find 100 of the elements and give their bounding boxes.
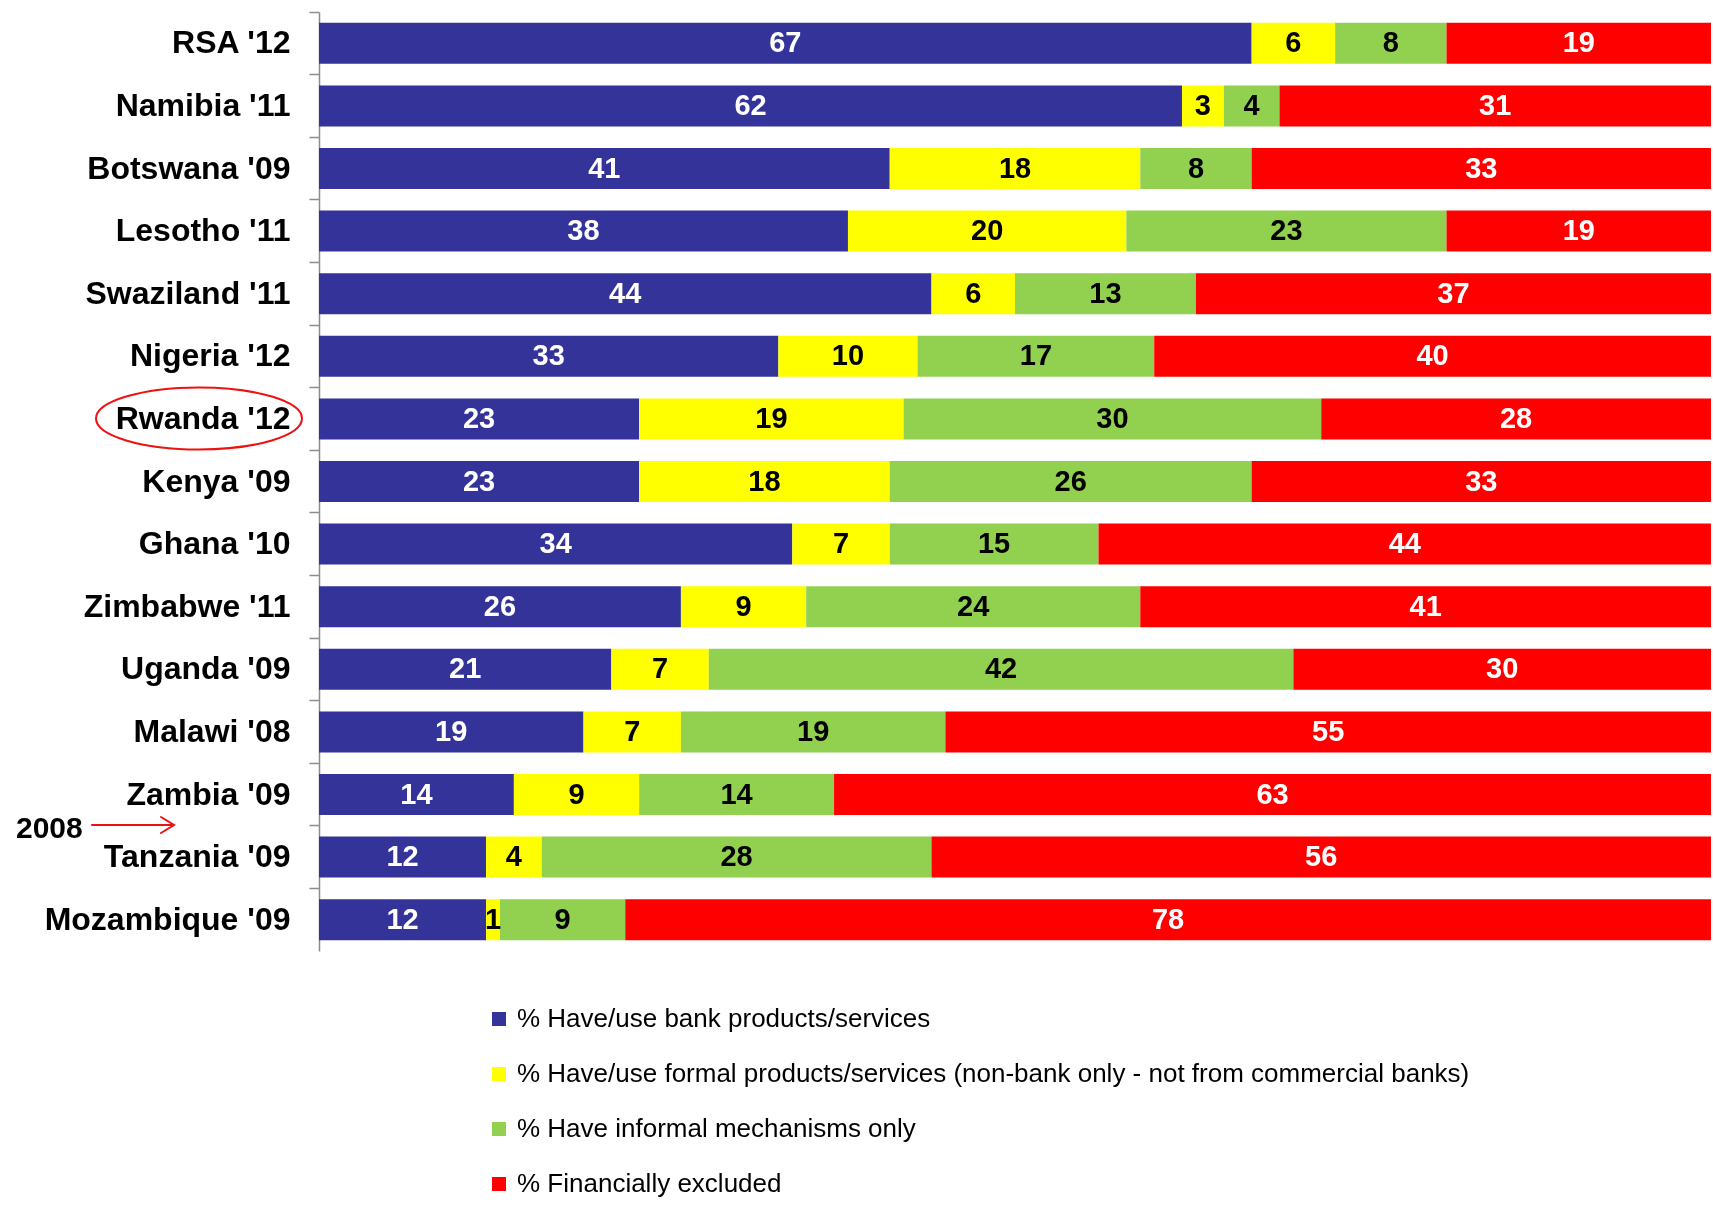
bar — [1015, 273, 1196, 315]
bar — [889, 523, 1099, 565]
data-label: 13 — [1089, 276, 1122, 309]
legend-label: % Have/use formal products/services (non-bank only - not from commercial banks) — [517, 1058, 1470, 1088]
bar — [1223, 85, 1280, 127]
bar — [486, 836, 542, 878]
legend-label: % Have/use bank products/services — [517, 1003, 931, 1033]
bar — [319, 398, 640, 440]
data-label: 24 — [957, 589, 990, 622]
bar — [1279, 85, 1711, 127]
y-tick-label: Zambia '09 — [126, 775, 291, 812]
bar — [319, 335, 779, 377]
bar — [1446, 210, 1711, 252]
bar — [319, 648, 612, 690]
y-tick-label: Malawi '08 — [133, 712, 291, 749]
bar — [639, 461, 890, 502]
bar — [931, 273, 1015, 315]
y-tick-label: Tanzania '09 — [103, 838, 291, 875]
bar — [931, 836, 1711, 878]
y-tick-label: Nigeria '12 — [129, 337, 291, 374]
data-label: 23 — [462, 464, 496, 497]
bar — [513, 774, 640, 815]
bar — [319, 586, 681, 628]
bar — [1321, 398, 1711, 440]
bar — [639, 398, 904, 440]
bar — [319, 273, 932, 315]
bar — [319, 836, 487, 878]
data-label: 23 — [462, 401, 496, 434]
data-label: 7 — [651, 652, 669, 685]
y-tick-label: Namibia '11 — [115, 86, 291, 123]
bar — [583, 711, 681, 753]
bar — [319, 523, 793, 565]
bar — [889, 148, 1141, 189]
data-label: 18 — [748, 464, 781, 497]
data-label: 33 — [1465, 464, 1498, 497]
y-tick-label: Botswana '09 — [87, 149, 291, 186]
data-label: 6 — [1285, 26, 1302, 59]
bar — [319, 899, 487, 941]
y-tick-label: Mozambique '09 — [44, 900, 291, 937]
bar — [778, 335, 918, 377]
bar — [889, 461, 1252, 502]
data-label: 19 — [1562, 214, 1595, 247]
data-label: 1 — [484, 902, 502, 935]
data-label: 30 — [1486, 652, 1519, 685]
bar — [847, 210, 1127, 252]
bar — [903, 398, 1322, 440]
data-label: 19 — [435, 714, 468, 747]
bar — [1195, 273, 1711, 315]
bar — [834, 774, 1711, 815]
data-label: 19 — [1562, 26, 1595, 59]
bar — [945, 711, 1711, 753]
data-label: 33 — [532, 339, 565, 372]
legend-label: % Have informal mechanisms only — [517, 1113, 916, 1143]
bar — [1154, 335, 1711, 377]
bar — [708, 648, 1294, 690]
data-label: 20 — [971, 214, 1004, 247]
data-label: 19 — [755, 401, 788, 434]
y-tick-label: Swaziland '11 — [85, 274, 291, 311]
data-label: 30 — [1096, 401, 1129, 434]
bar — [319, 461, 640, 502]
bar — [499, 899, 626, 941]
y-tick-label: Lesotho '11 — [115, 212, 291, 249]
bar — [1251, 22, 1336, 64]
bar — [639, 774, 835, 815]
data-label: 28 — [720, 840, 753, 873]
bar — [319, 22, 1252, 64]
data-label: 7 — [832, 527, 850, 560]
data-label: 44 — [609, 276, 642, 309]
bar — [1140, 148, 1252, 189]
data-label: 8 — [1187, 151, 1205, 184]
data-label: 18 — [998, 151, 1032, 184]
bar — [1446, 22, 1711, 64]
data-label: 41 — [1409, 589, 1442, 622]
data-label: 19 — [797, 714, 830, 747]
bar — [1126, 210, 1447, 252]
bar — [1140, 586, 1711, 628]
data-label: 67 — [769, 26, 802, 59]
bar — [1335, 22, 1447, 64]
bar — [611, 648, 709, 690]
text: 2008 — [16, 811, 83, 844]
bar — [806, 586, 1141, 628]
y-tick-label: Rwanda '12 — [115, 399, 291, 436]
y-tick-label: Ghana '10 — [138, 525, 291, 562]
bar — [917, 335, 1155, 377]
bar — [1251, 148, 1711, 189]
bar — [319, 210, 848, 252]
data-label: 14 — [720, 777, 753, 810]
data-label: 4 — [1243, 88, 1260, 121]
y-tick-label: Uganda '09 — [121, 650, 291, 687]
data-label: 12 — [386, 902, 419, 935]
data-label: 34 — [539, 527, 572, 560]
data-label: 15 — [977, 527, 1011, 560]
legend-label: % Financially excluded — [517, 1168, 782, 1198]
y-tick-label: Kenya '09 — [142, 462, 291, 499]
data-label: 23 — [1270, 214, 1303, 247]
bar — [1251, 461, 1711, 502]
data-label: 78 — [1151, 902, 1185, 935]
data-label: 28 — [1499, 401, 1533, 434]
data-label: 63 — [1256, 777, 1289, 810]
bar — [792, 523, 890, 565]
